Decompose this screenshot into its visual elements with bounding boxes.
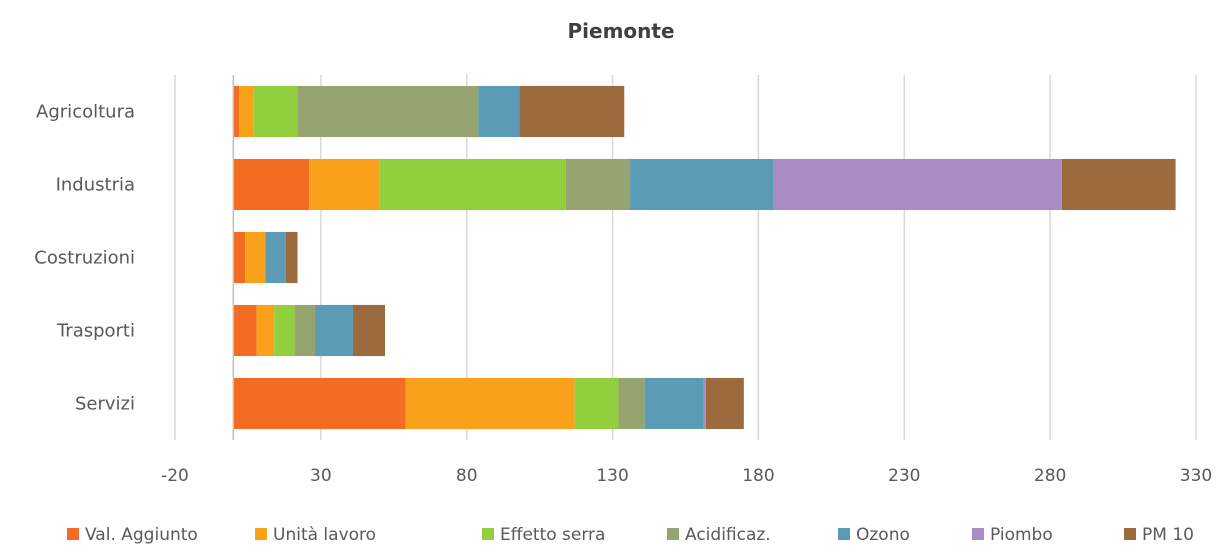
legend-label-6: PM 10 bbox=[1142, 525, 1194, 545]
bars bbox=[233, 85, 1176, 430]
bar-costruzioni-pm-10 bbox=[285, 231, 298, 284]
legend-swatch-3 bbox=[667, 528, 679, 540]
bar-agricoltura-acidificaz- bbox=[297, 85, 479, 138]
bar-agricoltura-unità-lavoro bbox=[239, 85, 254, 138]
legend-swatch-5 bbox=[972, 528, 984, 540]
legend-label-4: Ozono bbox=[856, 525, 910, 545]
category-label-industria: Industria bbox=[56, 175, 135, 196]
x-tick-label-5: 230 bbox=[888, 466, 920, 486]
bar-industria-pm-10 bbox=[1061, 158, 1176, 211]
bar-costruzioni-unità-lavoro bbox=[245, 231, 266, 284]
bar-servizi-acidificaz- bbox=[618, 377, 645, 430]
category-label-servizi: Servizi bbox=[75, 394, 135, 415]
bar-agricoltura-val-aggiunto bbox=[233, 85, 240, 138]
bar-servizi-val-aggiunto bbox=[233, 377, 406, 430]
bar-trasporti-effetto-serra bbox=[274, 304, 295, 357]
bar-servizi-ozono bbox=[644, 377, 704, 430]
x-tick-label-6: 280 bbox=[1034, 466, 1066, 486]
category-label-agricoltura: Agricoltura bbox=[36, 102, 135, 123]
bar-industria-ozono bbox=[630, 158, 774, 211]
x-tick-label-4: 180 bbox=[742, 466, 774, 486]
bar-industria-piombo bbox=[773, 158, 1062, 211]
legend-swatch-4 bbox=[838, 528, 850, 540]
legend-label-3: Acidificaz. bbox=[685, 525, 771, 545]
category-label-costruzioni: Costruzioni bbox=[34, 248, 135, 269]
legend-label-2: Effetto serra bbox=[500, 525, 605, 545]
legend-label-0: Val. Aggiunto bbox=[85, 525, 198, 545]
x-tick-label-2: 80 bbox=[456, 466, 478, 486]
bar-industria-val-aggiunto bbox=[233, 158, 310, 211]
bar-servizi-pm-10 bbox=[705, 377, 744, 430]
bar-industria-unità-lavoro bbox=[309, 158, 380, 211]
labels: -20 30 80 130 180 230 280 330 Agricoltura Industr… bbox=[34, 102, 1212, 487]
legend-swatch-0 bbox=[67, 528, 79, 540]
legend-swatch-2 bbox=[482, 528, 494, 540]
legend: Val. Aggiunto Unità lavoro Effetto serra Ac… bbox=[67, 525, 1194, 545]
x-tick-label-3: 130 bbox=[596, 466, 628, 486]
legend-label-5: Piombo bbox=[990, 525, 1053, 545]
bar-trasporti-acidificaz- bbox=[294, 304, 316, 357]
x-tick-label-1: 30 bbox=[310, 466, 332, 486]
bar-servizi-unità-lavoro bbox=[405, 377, 575, 430]
bar-agricoltura-pm-10 bbox=[519, 85, 625, 138]
category-label-trasporti: Trasporti bbox=[56, 321, 135, 342]
bar-servizi-effetto-serra bbox=[574, 377, 619, 430]
bar-industria-effetto-serra bbox=[379, 158, 566, 211]
legend-swatch-6 bbox=[1124, 528, 1136, 540]
bar-trasporti-ozono bbox=[315, 304, 353, 357]
chart-title: Piemonte bbox=[567, 19, 674, 43]
bar-trasporti-val-aggiunto bbox=[233, 304, 257, 357]
x-tick-label-0: -20 bbox=[161, 466, 189, 486]
bar-servizi-piombo bbox=[703, 377, 706, 430]
bar-trasporti-unità-lavoro bbox=[256, 304, 275, 357]
x-tick-label-7: 330 bbox=[1180, 466, 1212, 486]
legend-swatch-1 bbox=[255, 528, 267, 540]
bar-costruzioni-ozono bbox=[265, 231, 286, 284]
legend-label-1: Unità lavoro bbox=[273, 525, 376, 545]
bar-industria-acidificaz- bbox=[565, 158, 631, 211]
bar-trasporti-pm-10 bbox=[352, 304, 386, 357]
bar-agricoltura-ozono bbox=[478, 85, 520, 138]
bar-costruzioni-val-aggiunto bbox=[233, 231, 246, 284]
bar-agricoltura-effetto-serra bbox=[253, 85, 298, 138]
